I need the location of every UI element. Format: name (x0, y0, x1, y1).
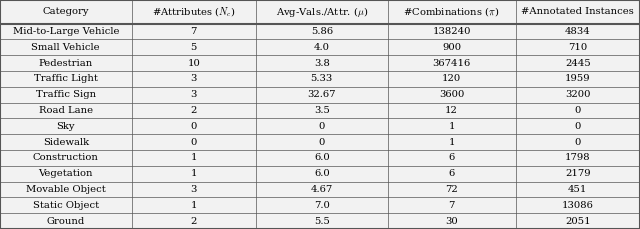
Text: 4.0: 4.0 (314, 43, 330, 52)
Text: 0: 0 (191, 122, 197, 131)
Text: Vegetation: Vegetation (38, 169, 93, 178)
Text: 12: 12 (445, 106, 458, 115)
Text: 2179: 2179 (565, 169, 591, 178)
Text: #Annotated Instances: #Annotated Instances (522, 7, 634, 16)
Text: 3: 3 (191, 74, 197, 83)
Text: Static Object: Static Object (33, 201, 99, 210)
Text: 30: 30 (445, 217, 458, 226)
Text: Traffic Light: Traffic Light (34, 74, 98, 83)
Text: Avg-Vals./Attr. ($\mu$): Avg-Vals./Attr. ($\mu$) (276, 5, 368, 19)
Text: Small Vehicle: Small Vehicle (31, 43, 100, 52)
Text: 6: 6 (449, 153, 454, 162)
Text: 32.67: 32.67 (308, 90, 336, 99)
Text: 2051: 2051 (565, 217, 591, 226)
Text: 10: 10 (188, 59, 200, 68)
Text: 2445: 2445 (565, 59, 591, 68)
Text: 900: 900 (442, 43, 461, 52)
Text: 6.0: 6.0 (314, 153, 330, 162)
Text: 451: 451 (568, 185, 588, 194)
Text: 3.5: 3.5 (314, 106, 330, 115)
Text: 5.5: 5.5 (314, 217, 330, 226)
Text: Pedestrian: Pedestrian (38, 59, 93, 68)
Text: 5: 5 (191, 43, 197, 52)
Text: 1: 1 (191, 169, 197, 178)
Text: 1: 1 (191, 201, 197, 210)
Text: 3600: 3600 (439, 90, 464, 99)
Text: Ground: Ground (47, 217, 85, 226)
Text: 1: 1 (448, 122, 455, 131)
Text: 138240: 138240 (432, 27, 471, 36)
Text: 1: 1 (191, 153, 197, 162)
Text: 0: 0 (319, 138, 325, 147)
Text: Road Lane: Road Lane (38, 106, 93, 115)
Text: 6.0: 6.0 (314, 169, 330, 178)
Text: 6: 6 (449, 169, 454, 178)
Text: 72: 72 (445, 185, 458, 194)
Text: 13086: 13086 (562, 201, 594, 210)
Text: 3.8: 3.8 (314, 59, 330, 68)
Text: 3200: 3200 (565, 90, 591, 99)
Text: Construction: Construction (33, 153, 99, 162)
Text: 7.0: 7.0 (314, 201, 330, 210)
Text: 1: 1 (448, 138, 455, 147)
Text: Traffic Sign: Traffic Sign (36, 90, 96, 99)
Text: 4.67: 4.67 (310, 185, 333, 194)
Text: 0: 0 (575, 106, 581, 115)
Text: 2: 2 (191, 217, 197, 226)
Text: Movable Object: Movable Object (26, 185, 106, 194)
Text: 0: 0 (319, 122, 325, 131)
Text: 0: 0 (191, 138, 197, 147)
Text: #Attributes ($N_c$): #Attributes ($N_c$) (152, 5, 236, 19)
Text: #Combinations ($\pi$): #Combinations ($\pi$) (403, 5, 500, 18)
Text: 3: 3 (191, 90, 197, 99)
Text: 7: 7 (449, 201, 455, 210)
Text: 5.86: 5.86 (310, 27, 333, 36)
Text: 5.33: 5.33 (310, 74, 333, 83)
Text: Sky: Sky (56, 122, 75, 131)
Text: Sidewalk: Sidewalk (43, 138, 89, 147)
Text: 1798: 1798 (565, 153, 591, 162)
Text: 3: 3 (191, 185, 197, 194)
Text: Category: Category (42, 7, 89, 16)
Text: 2: 2 (191, 106, 197, 115)
Text: 120: 120 (442, 74, 461, 83)
Text: 7: 7 (191, 27, 197, 36)
Text: 1959: 1959 (565, 74, 591, 83)
Text: Mid-to-Large Vehicle: Mid-to-Large Vehicle (13, 27, 119, 36)
Text: 0: 0 (575, 122, 581, 131)
Text: 4834: 4834 (565, 27, 591, 36)
Text: 367416: 367416 (433, 59, 470, 68)
Text: 0: 0 (575, 138, 581, 147)
Text: 710: 710 (568, 43, 588, 52)
